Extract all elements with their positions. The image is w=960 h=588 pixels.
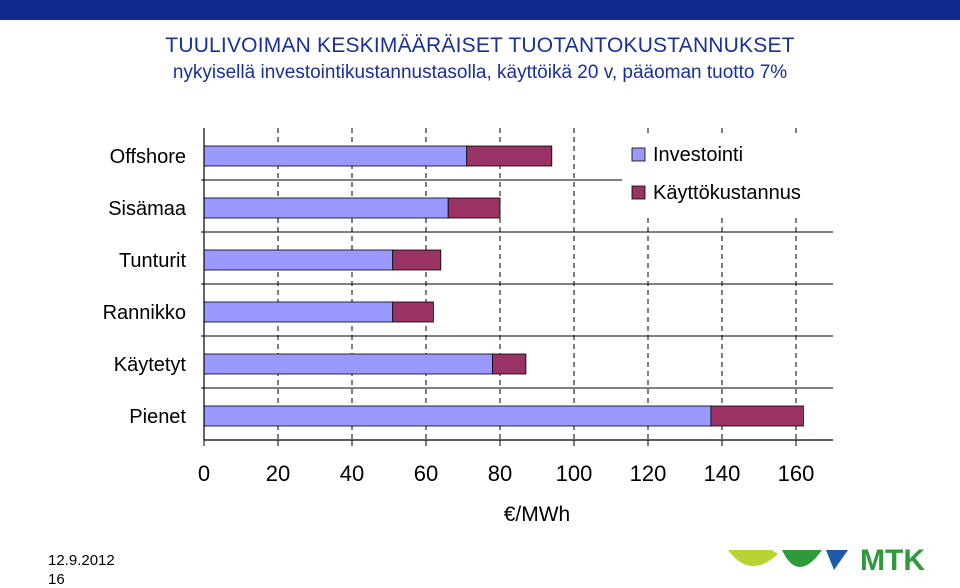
logo-text: MTK [860,544,925,577]
x-tick-label: 0 [198,461,210,486]
legend-swatch [631,185,646,200]
bar [466,145,553,167]
x-tick-label: 40 [340,461,364,486]
bar [203,301,394,323]
category-label: Rannikko [103,302,186,324]
legend-label: Investointi [653,144,743,166]
logo-leaf-2 [782,550,822,567]
x-axis-label: €/MWh [504,503,571,526]
x-tick-label: 140 [704,461,741,486]
x-tick-label: 120 [630,461,667,486]
bar [203,405,712,427]
logo-leaf-3 [826,550,848,570]
bar [203,145,468,167]
category-label: Offshore [110,146,186,168]
bar [203,249,394,271]
page-title: TUULIVOIMAN KESKIMÄÄRÄISET TUOTANTOKUSTA… [165,34,795,57]
bar [710,405,804,427]
page-subtitle: nykyisellä investointikustannustasolla, … [172,62,788,83]
legend-label: Käyttökustannus [653,182,801,204]
mtk-logo: MTK [728,540,960,587]
category-label: Pienet [129,406,186,428]
logo-leaf-1 [728,550,778,567]
bar [492,353,527,375]
bar [203,353,494,375]
mtk-logo-mark: MTK [728,544,925,577]
bar [392,249,442,271]
x-tick-label: 160 [778,461,815,486]
x-tick-label: 100 [556,461,593,486]
category-label: Tunturit [119,250,187,272]
cost-bar-chart: 0 20 40 60 80 100 120 140 160 Offshore Sisämaa Tunt… [103,128,834,526]
x-tick-label: 80 [488,461,512,486]
page-number: 16 [48,571,65,588]
x-tick-label: 20 [266,461,290,486]
category-label: Käytetyt [114,354,187,376]
category-label: Sisämaa [108,198,187,220]
legend-swatch [631,147,646,162]
footer-date: 12.9.2012 [48,552,115,569]
bar [392,301,434,323]
x-tick-label: 60 [414,461,438,486]
top-bar [0,0,960,20]
legend-box [622,134,834,216]
bar [447,197,501,219]
bar [203,197,449,219]
